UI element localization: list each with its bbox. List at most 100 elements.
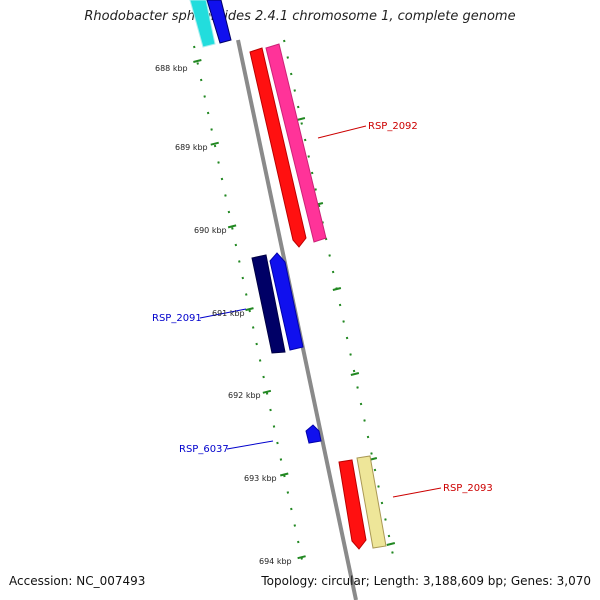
minor-tick bbox=[213, 144, 217, 148]
minor-tick bbox=[387, 534, 391, 538]
rsp-2093-leader bbox=[392, 487, 442, 498]
gene-rsp-2093[interactable] bbox=[356, 455, 387, 549]
minor-tick bbox=[248, 309, 251, 313]
tick-label: 694 kbp bbox=[259, 557, 292, 566]
major-tick bbox=[296, 117, 306, 121]
major-tick bbox=[332, 287, 342, 291]
minor-tick bbox=[384, 518, 387, 521]
minor-tick bbox=[300, 122, 303, 125]
outer-tick-track bbox=[283, 39, 396, 554]
rsp-2091-leader bbox=[199, 308, 247, 319]
map-title: Rhodobacter sphaeroides 2.4.1 chromosome… bbox=[84, 9, 516, 24]
minor-tick bbox=[363, 419, 366, 422]
gene-label-rsp-2093[interactable]: RSP_2093 bbox=[443, 483, 493, 494]
tick-label: 691 kbp bbox=[212, 309, 245, 318]
tick-label: 689 kbp bbox=[175, 143, 208, 152]
minor-tick bbox=[349, 353, 352, 356]
gene-label-rsp-2091[interactable]: RSP_2091 bbox=[152, 313, 202, 324]
minor-tick bbox=[356, 386, 359, 389]
minor-tick bbox=[310, 171, 314, 175]
minor-tick bbox=[255, 342, 258, 346]
minor-tick bbox=[193, 45, 196, 49]
minor-tick bbox=[366, 435, 370, 439]
minor-tick bbox=[373, 468, 377, 472]
gene-red-1[interactable] bbox=[249, 47, 307, 248]
tick-label: 690 kbp bbox=[194, 226, 227, 235]
genome-summary-text: Topology: circular; Length: 3,188,609 bp… bbox=[261, 574, 591, 588]
minor-tick bbox=[338, 303, 342, 307]
major-tick bbox=[227, 224, 237, 229]
minor-tick bbox=[238, 260, 241, 263]
tick-label: 688 kbp bbox=[155, 64, 188, 73]
minor-tick bbox=[290, 507, 293, 511]
minor-tick bbox=[297, 540, 300, 544]
minor-tick bbox=[241, 276, 245, 280]
minor-tick bbox=[220, 177, 224, 181]
minor-tick bbox=[283, 39, 286, 43]
minor-tick bbox=[251, 326, 255, 329]
minor-tick bbox=[290, 72, 293, 76]
minor-tick bbox=[328, 254, 331, 257]
minor-tick bbox=[345, 336, 349, 340]
minor-tick bbox=[370, 452, 373, 455]
minor-tick bbox=[293, 524, 297, 527]
minor-tick bbox=[286, 56, 289, 59]
minor-tick bbox=[272, 425, 276, 428]
minor-tick bbox=[217, 161, 220, 164]
minor-tick bbox=[210, 128, 213, 131]
major-tick bbox=[350, 372, 360, 376]
gene-cyan-partial[interactable] bbox=[189, 0, 216, 48]
minor-tick bbox=[342, 320, 345, 323]
minor-tick bbox=[269, 408, 272, 412]
minor-tick bbox=[303, 138, 307, 142]
minor-tick bbox=[317, 204, 321, 208]
minor-tick bbox=[231, 227, 234, 230]
minor-tick bbox=[276, 441, 279, 445]
gene-label-rsp-6037[interactable]: RSP_6037 bbox=[179, 444, 229, 455]
rsp-6037-leader bbox=[226, 440, 274, 450]
minor-tick bbox=[307, 155, 310, 158]
gene-blue-partial[interactable] bbox=[206, 0, 232, 44]
minor-tick bbox=[196, 62, 199, 65]
accession-text: Accession: NC_007493 bbox=[9, 574, 146, 588]
tick-label: 692 kbp bbox=[228, 391, 261, 400]
minor-tick bbox=[224, 194, 227, 197]
gene-blue-2[interactable] bbox=[269, 252, 304, 351]
major-tick bbox=[193, 59, 202, 63]
minor-tick bbox=[265, 392, 269, 395]
minor-tick bbox=[380, 501, 384, 505]
minor-tick bbox=[206, 111, 210, 115]
minor-tick bbox=[296, 105, 300, 109]
major-tick bbox=[245, 307, 254, 312]
major-tick bbox=[280, 472, 289, 477]
gene-rsp-2091[interactable] bbox=[251, 254, 286, 354]
gene-label-rsp-2092[interactable]: RSP_2092 bbox=[368, 121, 418, 132]
minor-tick bbox=[227, 210, 231, 214]
minor-tick bbox=[258, 359, 262, 362]
major-tick bbox=[386, 542, 396, 546]
minor-tick bbox=[234, 243, 238, 247]
minor-tick bbox=[314, 188, 317, 191]
minor-tick bbox=[359, 402, 363, 406]
major-tick bbox=[297, 555, 306, 560]
inner-tick-track bbox=[193, 45, 306, 560]
minor-tick bbox=[293, 89, 296, 92]
minor-tick bbox=[279, 458, 283, 461]
gene-red-2[interactable] bbox=[338, 459, 367, 550]
minor-tick bbox=[262, 375, 265, 379]
major-tick bbox=[262, 389, 272, 394]
minor-tick bbox=[391, 551, 394, 554]
minor-tick bbox=[245, 293, 248, 296]
gene-rsp-6037[interactable] bbox=[305, 424, 322, 444]
rsp-2092-leader bbox=[317, 125, 367, 139]
minor-tick bbox=[203, 95, 206, 98]
minor-tick bbox=[199, 78, 203, 82]
minor-tick bbox=[286, 491, 290, 494]
minor-tick bbox=[377, 485, 380, 488]
minor-tick bbox=[331, 270, 335, 274]
minor-tick bbox=[352, 369, 356, 373]
gene-rsp-2092[interactable] bbox=[265, 43, 327, 243]
tick-label: 693 kbp bbox=[244, 474, 277, 483]
major-tick bbox=[210, 141, 219, 146]
